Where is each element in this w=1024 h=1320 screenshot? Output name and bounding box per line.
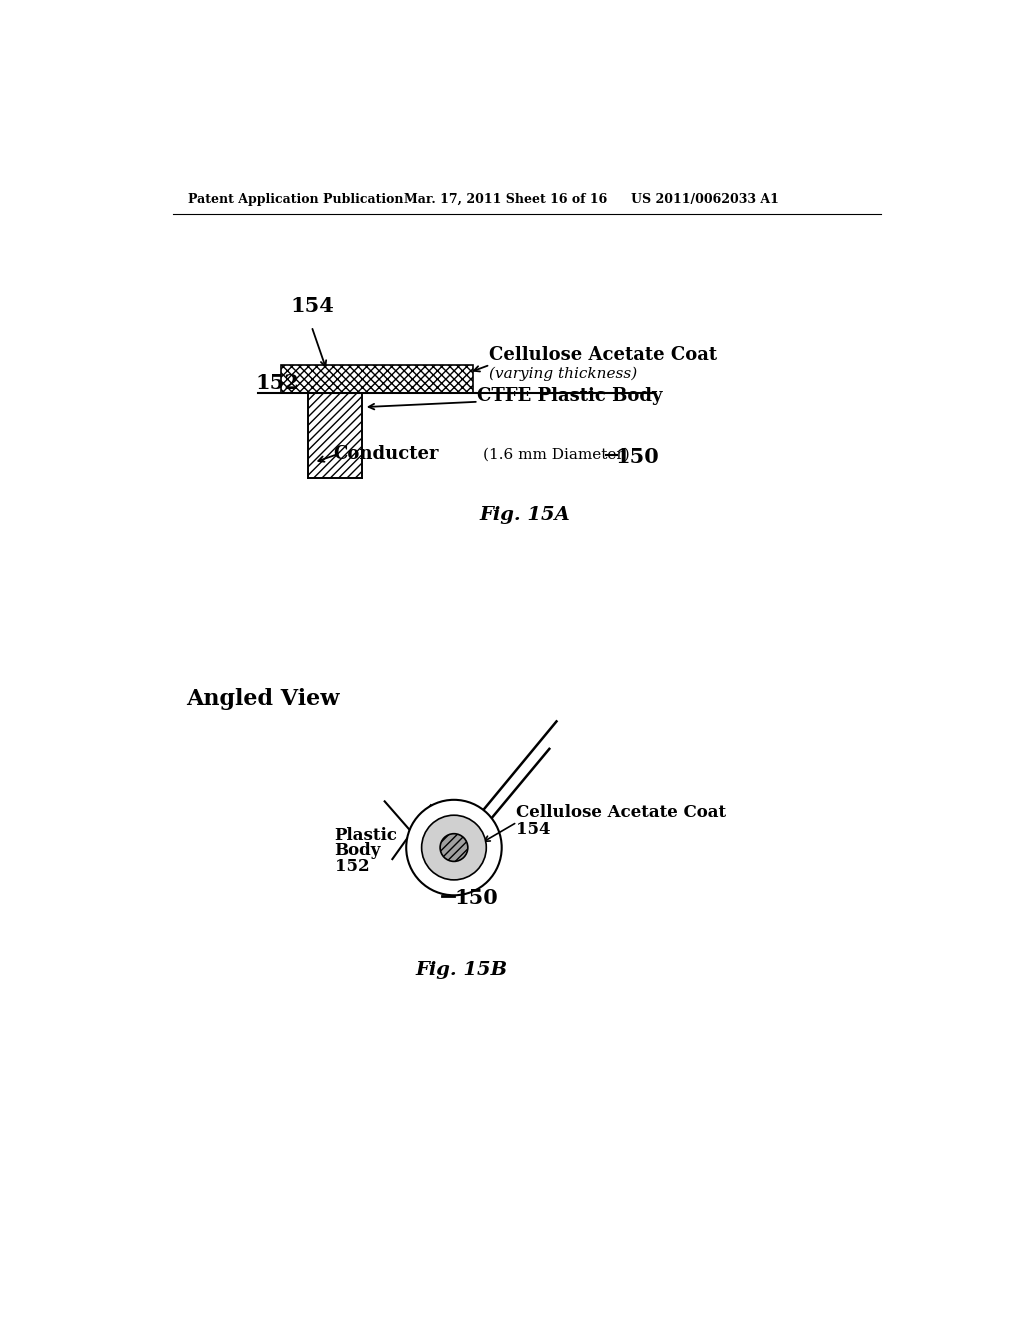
- Text: Patent Application Publication: Patent Application Publication: [188, 193, 403, 206]
- Text: 150: 150: [454, 888, 498, 908]
- Text: Fig. 15A: Fig. 15A: [479, 507, 570, 524]
- Text: 154: 154: [291, 297, 335, 317]
- Circle shape: [440, 834, 468, 862]
- Text: 152: 152: [335, 858, 370, 875]
- Bar: [307, 393, 361, 478]
- Text: 150: 150: [615, 446, 659, 466]
- Text: 154: 154: [515, 821, 550, 838]
- Text: (varying thickness): (varying thickness): [488, 367, 637, 381]
- Text: Cellulose Acetate Coat: Cellulose Acetate Coat: [488, 346, 717, 364]
- Text: CTFE Plastic Body: CTFE Plastic Body: [477, 387, 663, 405]
- Text: Cellulose Acetate Coat: Cellulose Acetate Coat: [515, 804, 726, 821]
- Bar: [281, 364, 473, 393]
- Text: Body: Body: [335, 842, 381, 859]
- Text: 152: 152: [255, 374, 299, 393]
- Circle shape: [407, 800, 502, 895]
- Text: Mar. 17, 2011 Sheet 16 of 16: Mar. 17, 2011 Sheet 16 of 16: [403, 193, 607, 206]
- Circle shape: [422, 816, 486, 880]
- Text: Angled View: Angled View: [186, 688, 340, 710]
- Text: Plastic: Plastic: [335, 826, 397, 843]
- Text: Fig. 15B: Fig. 15B: [416, 961, 508, 978]
- Text: (1.6 mm Diameter): (1.6 mm Diameter): [483, 447, 630, 462]
- Text: Conducter: Conducter: [333, 445, 438, 463]
- Text: US 2011/0062033 A1: US 2011/0062033 A1: [631, 193, 779, 206]
